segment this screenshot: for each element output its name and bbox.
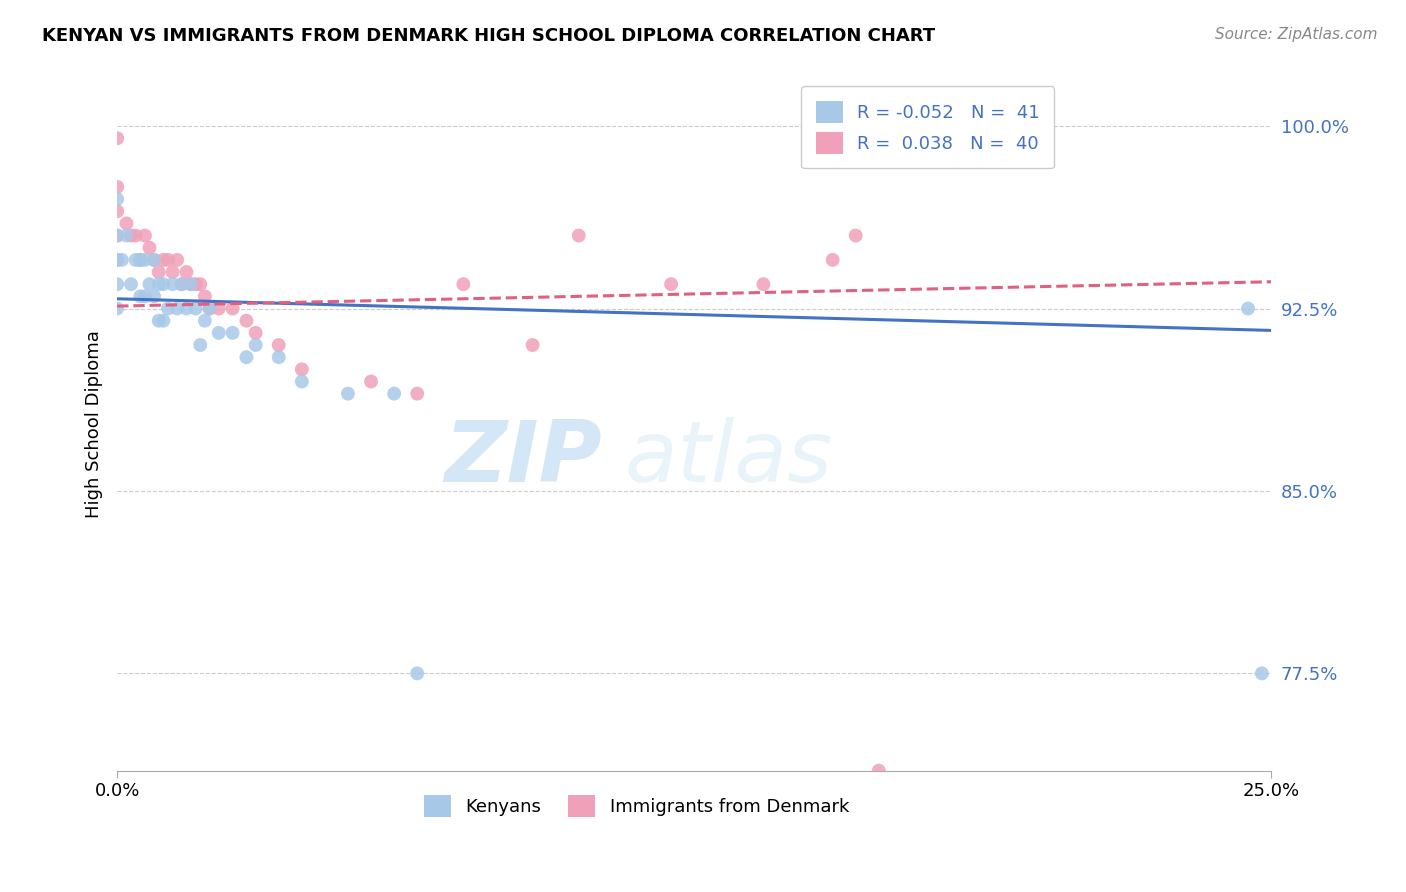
Point [198,301,221,316]
Point [198,301,221,316]
Point [1237,301,1260,316]
Point [134,289,156,303]
Point [659,277,682,292]
Point [138,241,160,255]
Point [162,277,184,292]
Point [166,252,188,267]
Point [105,252,128,267]
Point [176,265,198,279]
Point [111,252,134,267]
Text: ZIP: ZIP [444,417,602,500]
Point [134,228,156,243]
Point [124,228,146,243]
Y-axis label: High School Diploma: High School Diploma [86,330,103,518]
Point [105,228,128,243]
Point [105,252,128,267]
Point [868,764,890,778]
Point [124,252,146,267]
Point [138,277,160,292]
Point [221,326,243,340]
Point [188,277,211,292]
Point [188,338,211,352]
Point [184,277,207,292]
Text: atlas: atlas [624,417,832,500]
Point [152,314,174,328]
Point [129,252,152,267]
Point [134,252,156,267]
Point [406,666,429,681]
Point [156,301,179,316]
Point [235,314,257,328]
Point [453,277,475,292]
Point [845,228,868,243]
Point [208,301,231,316]
Point [180,277,202,292]
Point [176,301,198,316]
Point [267,338,290,352]
Point [105,131,128,145]
Point [105,192,128,206]
Point [336,386,359,401]
Point [148,265,170,279]
Point [291,375,314,389]
Point [522,338,544,352]
Point [152,252,174,267]
Point [180,277,202,292]
Point [568,228,591,243]
Point [235,350,257,364]
Point [143,252,166,267]
Point [115,216,138,230]
Point [143,289,166,303]
Point [245,338,267,352]
Point [406,386,429,401]
Point [208,326,231,340]
Point [120,228,142,243]
Point [194,314,217,328]
Point [105,301,128,316]
Point [152,277,174,292]
Point [120,277,142,292]
Point [156,252,179,267]
Point [194,289,217,303]
Point [221,301,243,316]
Point [291,362,314,376]
Point [360,375,382,389]
Point [105,180,128,194]
Point [148,314,170,328]
Point [143,252,166,267]
Point [821,252,844,267]
Point [382,386,405,401]
Point [148,277,170,292]
Point [245,326,267,340]
Point [170,277,193,292]
Point [267,350,290,364]
Point [105,204,128,219]
Point [129,289,152,303]
Point [1250,666,1272,681]
Point [752,277,775,292]
Text: KENYAN VS IMMIGRANTS FROM DENMARK HIGH SCHOOL DIPLOMA CORRELATION CHART: KENYAN VS IMMIGRANTS FROM DENMARK HIGH S… [42,27,935,45]
Legend: Kenyans, Immigrants from Denmark: Kenyans, Immigrants from Denmark [416,788,856,824]
Point [162,265,184,279]
Point [105,228,128,243]
Point [184,301,207,316]
Point [129,252,152,267]
Point [115,228,138,243]
Text: Source: ZipAtlas.com: Source: ZipAtlas.com [1215,27,1378,42]
Point [166,301,188,316]
Point [170,277,193,292]
Point [105,277,128,292]
